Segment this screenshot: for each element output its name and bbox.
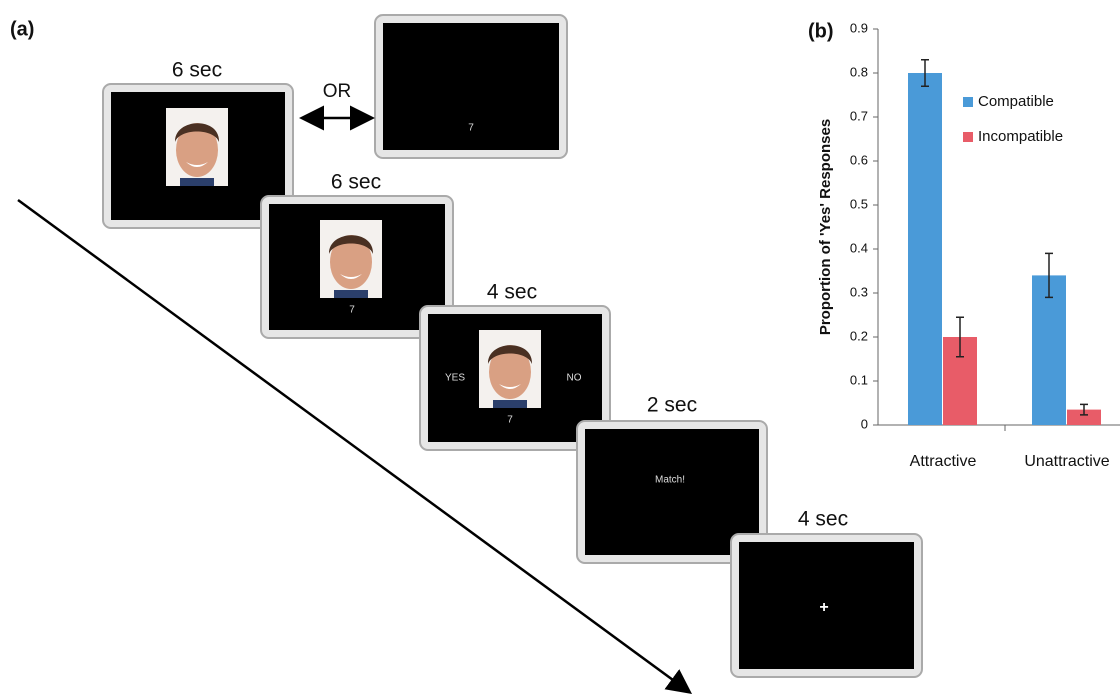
y-tick-label: 0.8 [850, 64, 868, 79]
duration: 4 sec [487, 281, 537, 304]
bar [908, 73, 942, 425]
y-tick-label: 0.5 [850, 196, 868, 211]
legend-label: Compatible [978, 93, 1054, 110]
y-tick-label: 0.6 [850, 152, 868, 167]
y-axis-label: Proportion of 'Yes' Responses [817, 119, 834, 335]
duration: 6 sec [172, 59, 222, 82]
duration: 2 sec [647, 394, 697, 417]
panel-label: (b) [808, 20, 834, 42]
x-tick-label: Unattractive [1024, 453, 1109, 470]
duration: 4 sec [798, 508, 848, 531]
fixation-cross: + [819, 599, 828, 616]
x-tick-label: Attractive [910, 453, 977, 470]
y-tick-label: 0 [861, 416, 868, 431]
y-tick-label: 0.2 [850, 328, 868, 343]
screen-text: Match! [655, 475, 685, 486]
or-label: OR [323, 81, 352, 102]
screen-text: 7 [468, 123, 474, 134]
legend-swatch [963, 132, 973, 142]
duration: 6 sec [331, 171, 381, 194]
screen-text: 7 [349, 305, 355, 316]
screen [375, 15, 567, 158]
screen-text: YES [445, 373, 465, 384]
screen-text: 7 [507, 415, 513, 426]
y-tick-label: 0.4 [850, 240, 868, 255]
y-tick-label: 0.1 [850, 372, 868, 387]
figure: (a) 6 sec 7 OR 6 sec 7 4 sec YES NO 7 2 … [0, 0, 1120, 699]
screen-text: NO [567, 373, 582, 384]
y-tick-label: 0.3 [850, 284, 868, 299]
legend-swatch [963, 97, 973, 107]
panel-label: (a) [10, 18, 34, 40]
y-tick-label: 0.9 [850, 20, 868, 35]
y-tick-label: 0.7 [850, 108, 868, 123]
legend-label: Incompatible [978, 128, 1063, 145]
